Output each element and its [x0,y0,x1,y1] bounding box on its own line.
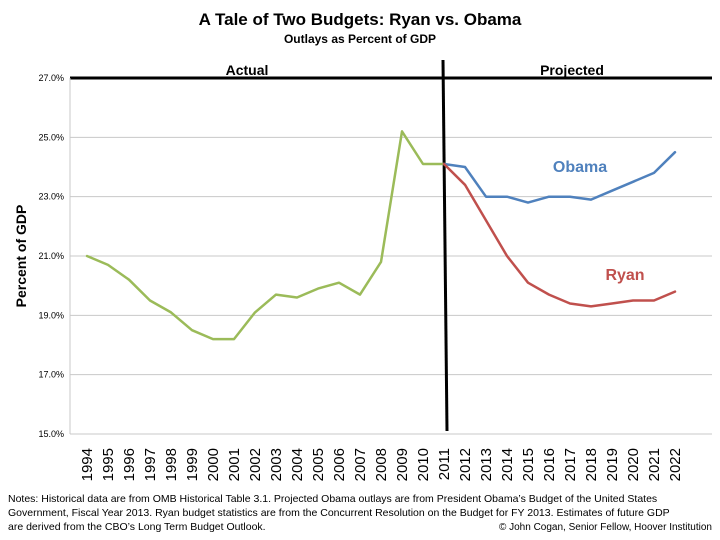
y-tick-label: 27.0% [38,73,64,83]
x-tick-label: 2000 [205,448,222,481]
x-tick-label: 2011 [436,448,453,480]
x-tick-label: 1997 [142,448,159,481]
x-tick-label: 2010 [415,448,432,481]
section-label-actual: Actual [226,62,269,78]
x-tick-label: 1995 [100,448,117,481]
x-tick-label: 2016 [541,448,558,481]
x-tick-label: 2007 [352,448,369,481]
series-label-obama: Obama [553,159,607,176]
note-line: Government, Fiscal Year 2013. Ryan budge… [8,507,670,519]
chart-subtitle: Outlays as Percent of GDP [284,32,436,46]
x-tick-label: 1999 [184,448,201,481]
x-tick-label: 2004 [289,448,306,481]
y-tick-label: 19.0% [38,310,64,320]
x-tick-label: 2012 [457,448,474,481]
x-tick-label: 2021 [646,448,663,481]
x-tick-label: 2002 [247,448,264,481]
x-tick-label: 2001 [226,448,243,481]
series-lines [85,130,677,341]
obama-series-line [442,150,677,204]
x-tick-label: 2014 [499,448,516,481]
y-axis-label: Percent of GDP [13,205,29,308]
x-tick-label: 1996 [121,448,138,481]
x-tick-label: 2020 [625,448,642,481]
series-label-ryan: Ryan [605,267,644,284]
x-tick-label: 2008 [373,448,390,481]
ryan-series-line [442,162,677,308]
axes [69,59,449,434]
note-line: Notes: Historical data are from OMB Hist… [8,493,657,505]
x-tick-label: 2022 [667,448,684,481]
gridlines [70,76,712,435]
chart-title: A Tale of Two Budgets: Ryan vs. Obama [199,10,522,29]
x-tick-label: 2006 [331,448,348,481]
y-tick-label: 23.0% [38,192,64,202]
x-tick-label: 2003 [268,448,285,481]
x-tick-label: 2015 [520,448,537,481]
note-line: are derived from the CBO’s Long Term Bud… [8,521,266,533]
y-tick-label: 15.0% [38,429,64,439]
actual-projected-divider [441,59,449,432]
credit-line: © John Cogan, Senior Fellow, Hoover Inst… [499,522,712,533]
x-tick-label: 2005 [310,448,327,481]
y-tick-label: 21.0% [38,251,64,261]
x-tick-label: 2009 [394,448,411,481]
chart-text: A Tale of Two Budgets: Ryan vs. Obama Out… [8,10,712,533]
historical-series-line [85,130,446,341]
section-label-projected: Projected [540,62,604,78]
x-tick-label: 2013 [478,448,495,481]
y-tick-label: 25.0% [38,132,64,142]
x-tick-label: 2019 [604,448,621,481]
x-tick-label: 2017 [562,448,579,481]
x-tick-label: 2018 [583,448,600,481]
x-tick-label: 1994 [79,448,96,481]
x-tick-label: 1998 [163,448,180,481]
y-tick-label: 17.0% [38,370,64,380]
